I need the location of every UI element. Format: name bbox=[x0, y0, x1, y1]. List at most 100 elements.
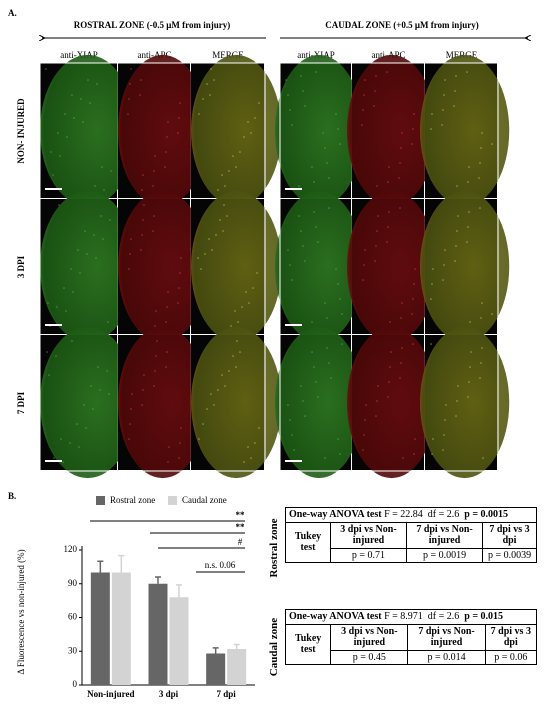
column-label: anti-APC bbox=[371, 50, 405, 60]
speckle bbox=[221, 374, 223, 376]
speckle bbox=[83, 404, 85, 406]
speckle bbox=[235, 166, 237, 168]
speckle bbox=[165, 321, 167, 323]
speckle bbox=[430, 298, 432, 300]
speckle bbox=[239, 151, 241, 153]
speckle bbox=[213, 79, 215, 81]
speckle bbox=[311, 351, 313, 353]
speckle bbox=[139, 94, 141, 96]
text: 7 dpi vs 3 dpi bbox=[490, 625, 531, 649]
speckle bbox=[142, 389, 144, 391]
speckle bbox=[491, 143, 493, 145]
speckle bbox=[466, 71, 468, 73]
speckle bbox=[317, 241, 319, 243]
speckle bbox=[143, 374, 145, 376]
bar bbox=[148, 583, 168, 685]
tissue bbox=[39, 326, 136, 479]
speckle bbox=[389, 366, 391, 368]
speckle bbox=[339, 298, 341, 300]
speckle bbox=[211, 249, 213, 251]
speckle bbox=[300, 75, 302, 77]
speckle bbox=[243, 136, 245, 138]
speckle bbox=[206, 408, 208, 410]
speckle bbox=[453, 105, 455, 107]
text: p = 0.015 bbox=[464, 611, 504, 622]
tissue bbox=[191, 326, 282, 479]
speckle bbox=[237, 321, 239, 323]
speckle bbox=[79, 272, 81, 274]
tissue bbox=[275, 190, 364, 343]
speckle bbox=[129, 253, 131, 255]
panel-frame bbox=[279, 62, 499, 472]
speckle bbox=[441, 124, 443, 126]
speckle bbox=[250, 457, 252, 459]
speckle bbox=[228, 370, 230, 372]
speckle bbox=[374, 90, 376, 92]
speckle bbox=[197, 257, 199, 259]
speckle bbox=[291, 279, 293, 281]
y-tick-label: 60 bbox=[68, 612, 78, 622]
speckle bbox=[412, 343, 414, 345]
rostral-header: ROSTRAL ZONE (-0.5 μM from injury) bbox=[74, 20, 230, 30]
speckle bbox=[401, 302, 403, 304]
cell: 3 dpi vs Non-injured bbox=[330, 623, 409, 651]
speckle bbox=[110, 170, 112, 172]
speckle bbox=[479, 207, 481, 209]
speckle bbox=[243, 461, 245, 463]
speckle bbox=[304, 105, 306, 107]
speckle bbox=[479, 162, 481, 164]
speckle bbox=[94, 185, 96, 187]
speckle bbox=[178, 287, 180, 289]
speckle bbox=[100, 215, 102, 217]
speckle bbox=[180, 427, 182, 429]
speckle bbox=[361, 124, 363, 126]
speckle bbox=[399, 377, 401, 379]
speckle bbox=[60, 438, 62, 440]
speckle bbox=[481, 347, 483, 349]
text: p = 0.45 bbox=[352, 651, 386, 663]
speckle bbox=[311, 321, 313, 323]
speckle bbox=[291, 124, 293, 126]
speckle bbox=[365, 404, 367, 406]
speckle bbox=[228, 170, 230, 172]
speckle bbox=[302, 245, 304, 247]
speckle bbox=[442, 449, 444, 451]
speckle bbox=[298, 215, 300, 217]
speckle bbox=[287, 249, 289, 251]
row-label: 3 DPI bbox=[16, 255, 26, 278]
speckle bbox=[141, 189, 143, 191]
speckle bbox=[64, 113, 66, 115]
speckle bbox=[154, 155, 156, 157]
tissue bbox=[419, 54, 510, 207]
speckle bbox=[241, 306, 243, 308]
speckle bbox=[335, 113, 337, 115]
cell: Tukey test bbox=[284, 623, 332, 665]
bar bbox=[111, 572, 131, 685]
speckle bbox=[400, 317, 402, 319]
speckle bbox=[413, 283, 415, 285]
speckle bbox=[400, 362, 402, 364]
speckle bbox=[167, 121, 169, 123]
speckle bbox=[96, 83, 98, 85]
tissue bbox=[39, 190, 136, 343]
speckle bbox=[444, 249, 446, 251]
panel-label: A. bbox=[8, 8, 17, 18]
speckle bbox=[468, 381, 470, 383]
speckle bbox=[411, 313, 413, 315]
speckle bbox=[165, 151, 167, 153]
tissue bbox=[346, 326, 437, 479]
speckle bbox=[85, 427, 87, 429]
speckle bbox=[387, 181, 389, 183]
speckle bbox=[71, 94, 73, 96]
speckle bbox=[468, 166, 470, 168]
speckle bbox=[215, 234, 217, 236]
speckle bbox=[155, 310, 157, 312]
text: F = 8.971 bbox=[384, 611, 423, 622]
speckle bbox=[482, 457, 484, 459]
speckle bbox=[304, 415, 306, 417]
speckle bbox=[432, 268, 434, 270]
row-label: NON- INJURED bbox=[16, 98, 26, 164]
speckle bbox=[399, 162, 401, 164]
speckle bbox=[45, 68, 47, 70]
speckle bbox=[219, 219, 221, 221]
